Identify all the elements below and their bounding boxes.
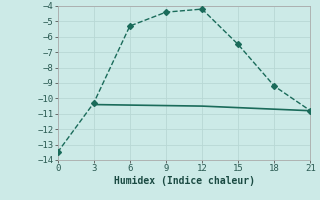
X-axis label: Humidex (Indice chaleur): Humidex (Indice chaleur) — [114, 176, 254, 186]
